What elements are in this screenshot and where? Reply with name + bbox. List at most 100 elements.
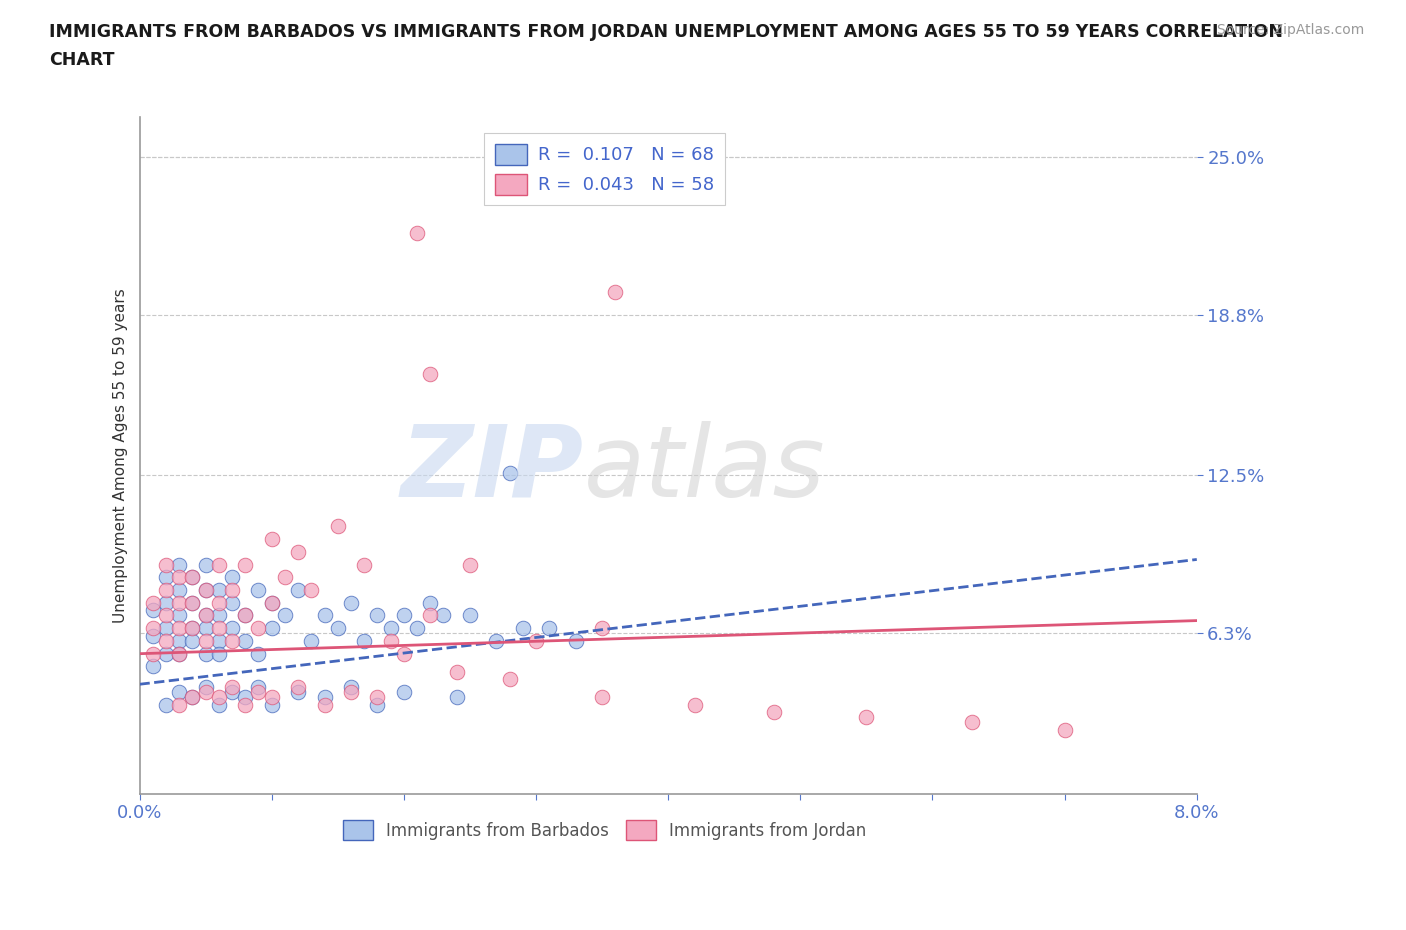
Point: [524, 633, 547, 648]
Point: [167, 621, 190, 636]
Point: [605, 285, 627, 299]
Text: ZIP: ZIP: [401, 420, 583, 518]
Point: [247, 680, 270, 695]
Point: [247, 621, 270, 636]
Point: [208, 646, 231, 661]
Point: [167, 698, 190, 712]
Point: [194, 684, 217, 699]
Point: [247, 684, 270, 699]
Point: [181, 689, 204, 704]
Point: [167, 684, 190, 699]
Point: [181, 689, 204, 704]
Point: [194, 557, 217, 572]
Point: [208, 698, 231, 712]
Point: [208, 557, 231, 572]
Point: [142, 659, 165, 674]
Point: [167, 570, 190, 585]
Point: [155, 646, 177, 661]
Point: [167, 633, 190, 648]
Point: [233, 608, 256, 623]
Point: [498, 465, 520, 480]
Point: [167, 646, 190, 661]
Point: [208, 582, 231, 597]
Point: [260, 698, 283, 712]
Point: [683, 698, 706, 712]
Point: [287, 544, 309, 559]
Point: [340, 680, 363, 695]
Point: [155, 570, 177, 585]
Point: [167, 608, 190, 623]
Point: [392, 646, 415, 661]
Y-axis label: Unemployment Among Ages 55 to 59 years: Unemployment Among Ages 55 to 59 years: [114, 288, 128, 623]
Point: [314, 608, 336, 623]
Point: [353, 633, 375, 648]
Point: [233, 633, 256, 648]
Point: [406, 226, 429, 241]
Point: [855, 710, 877, 724]
Point: [485, 633, 508, 648]
Point: [260, 532, 283, 547]
Point: [419, 366, 441, 381]
Point: [155, 582, 177, 597]
Point: [181, 621, 204, 636]
Point: [142, 629, 165, 644]
Point: [167, 582, 190, 597]
Point: [392, 684, 415, 699]
Point: [181, 570, 204, 585]
Text: CHART: CHART: [49, 51, 115, 69]
Point: [208, 633, 231, 648]
Point: [512, 621, 534, 636]
Point: [458, 608, 481, 623]
Point: [208, 621, 231, 636]
Point: [142, 595, 165, 610]
Point: [142, 646, 165, 661]
Point: [194, 680, 217, 695]
Point: [406, 621, 429, 636]
Point: [260, 595, 283, 610]
Point: [233, 689, 256, 704]
Point: [194, 608, 217, 623]
Point: [432, 608, 454, 623]
Point: [233, 608, 256, 623]
Point: [221, 633, 243, 648]
Point: [208, 689, 231, 704]
Point: [419, 608, 441, 623]
Point: [458, 557, 481, 572]
Point: [155, 621, 177, 636]
Point: [194, 582, 217, 597]
Point: [167, 595, 190, 610]
Point: [208, 608, 231, 623]
Point: [380, 633, 402, 648]
Point: [353, 557, 375, 572]
Point: [314, 689, 336, 704]
Point: [167, 646, 190, 661]
Point: [221, 595, 243, 610]
Point: [538, 621, 561, 636]
Point: [446, 664, 468, 679]
Point: [392, 608, 415, 623]
Point: [181, 595, 204, 610]
Point: [326, 519, 349, 534]
Point: [960, 715, 983, 730]
Point: [181, 595, 204, 610]
Point: [247, 582, 270, 597]
Point: [314, 698, 336, 712]
Point: [167, 557, 190, 572]
Point: [194, 608, 217, 623]
Point: [419, 595, 441, 610]
Point: [155, 595, 177, 610]
Point: [221, 680, 243, 695]
Text: atlas: atlas: [583, 420, 825, 518]
Point: [564, 633, 586, 648]
Point: [591, 689, 613, 704]
Point: [221, 570, 243, 585]
Point: [380, 621, 402, 636]
Point: [274, 570, 297, 585]
Point: [260, 689, 283, 704]
Point: [221, 621, 243, 636]
Point: [194, 646, 217, 661]
Point: [326, 621, 349, 636]
Point: [208, 595, 231, 610]
Point: [181, 633, 204, 648]
Point: [340, 684, 363, 699]
